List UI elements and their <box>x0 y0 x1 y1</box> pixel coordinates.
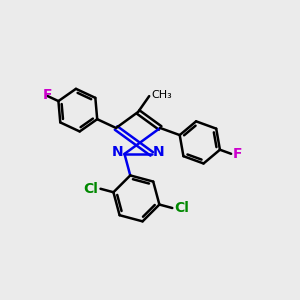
Text: N: N <box>112 146 124 159</box>
Text: N: N <box>152 146 164 159</box>
Text: CH₃: CH₃ <box>152 90 172 100</box>
Text: F: F <box>232 147 242 161</box>
Text: F: F <box>43 88 52 102</box>
Text: Cl: Cl <box>174 201 189 215</box>
Text: Cl: Cl <box>83 182 98 196</box>
